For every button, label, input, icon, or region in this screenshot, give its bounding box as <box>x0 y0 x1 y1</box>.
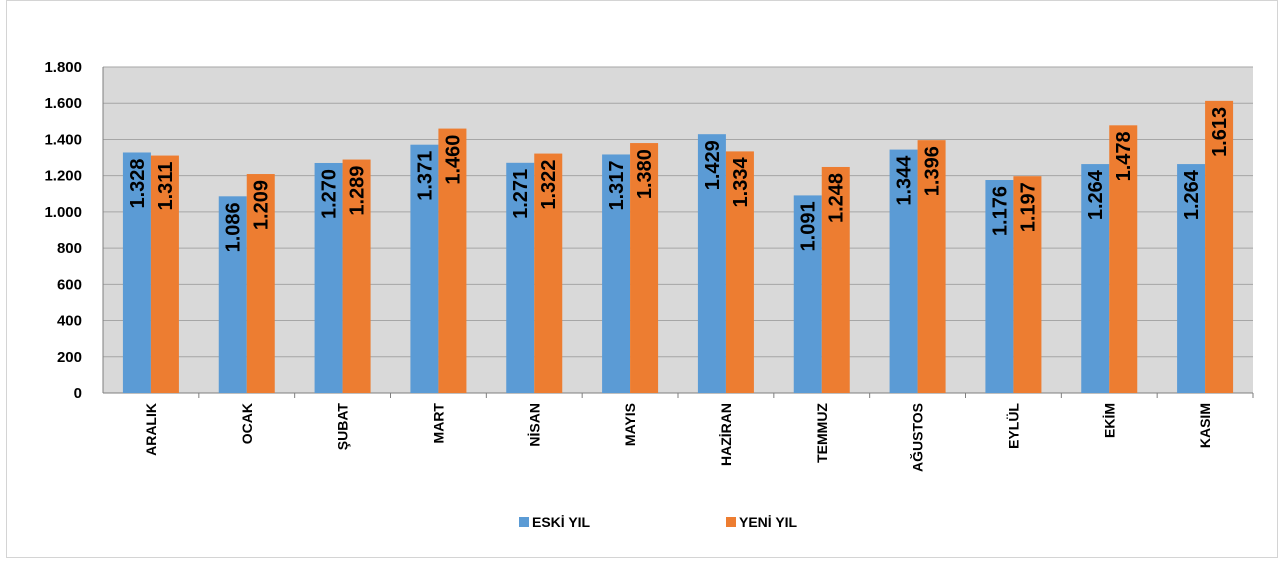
data-label: 1.086 <box>223 202 245 252</box>
bar-yeni-yil <box>917 140 946 393</box>
x-category-label: KASIM <box>1197 403 1213 448</box>
data-label: 1.248 <box>826 173 848 223</box>
legend-swatch <box>726 517 736 527</box>
x-category-label: TEMMUZ <box>814 403 830 463</box>
legend-swatch <box>519 517 529 527</box>
legend-label: ESKİ YIL <box>532 514 591 530</box>
x-category-label: EYLÜL <box>1005 403 1021 449</box>
bar-yeni-yil <box>725 151 754 393</box>
bar-yeni-yil <box>1205 100 1234 394</box>
x-category-label: ŞUBAT <box>335 403 351 451</box>
bar-yeni-yil <box>534 153 563 393</box>
x-category-label: OCAK <box>239 403 255 444</box>
data-label: 1.460 <box>442 135 464 185</box>
bars: 1.328 1.311 1.086 1.209 1.270 1.289 1.371 1.460… <box>122 100 1234 394</box>
bar-yeni-yil <box>630 143 659 393</box>
data-label: 1.613 <box>1209 107 1231 157</box>
data-label: 1.209 <box>251 180 273 230</box>
x-category-label: ARALIK <box>143 403 159 456</box>
bar-yeni-yil <box>1013 176 1042 393</box>
bar-eski-yil <box>1177 164 1206 393</box>
bar-yeni-yil <box>438 128 467 394</box>
legend: ESKİ YIL YENİ YIL <box>519 514 798 530</box>
y-tick-label: 1.200 <box>44 168 82 185</box>
y-tick-label: 0 <box>74 385 82 402</box>
y-tick-label: 1.800 <box>44 59 82 76</box>
data-label: 1.091 <box>798 201 820 251</box>
y-tick-label: 800 <box>57 240 82 257</box>
data-label: 1.322 <box>538 160 560 210</box>
y-tick-label: 200 <box>57 349 82 366</box>
x-category-label: AĞUSTOS <box>909 403 926 472</box>
bar-eski-yil <box>410 144 439 393</box>
data-label: 1.317 <box>606 160 628 210</box>
data-label: 1.264 <box>1085 169 1107 220</box>
data-label: 1.371 <box>414 151 436 201</box>
bar-yeni-yil <box>246 174 275 393</box>
bar-eski-yil <box>314 162 343 393</box>
y-tick-label: 400 <box>57 313 82 330</box>
bar-eski-yil <box>793 195 822 393</box>
data-label: 1.289 <box>347 166 369 216</box>
bar-eski-yil <box>506 162 535 393</box>
plot-area <box>103 67 1253 393</box>
bar-eski-yil <box>218 196 247 393</box>
x-category-label: NİSAN <box>526 403 542 447</box>
bar-yeni-yil <box>1109 125 1138 393</box>
bar-eski-yil <box>602 154 631 393</box>
data-label: 1.264 <box>1181 169 1203 220</box>
data-label: 1.176 <box>989 186 1011 236</box>
x-category-label: MART <box>430 403 446 444</box>
x-category-label: HAZİRAN <box>718 403 734 466</box>
legend-label: YENİ YIL <box>739 514 798 530</box>
data-label: 1.311 <box>155 162 177 211</box>
x-category-label: EKİM <box>1101 403 1117 438</box>
bar-eski-yil <box>889 149 918 393</box>
data-label: 1.271 <box>510 169 532 219</box>
data-label: 1.380 <box>634 149 656 199</box>
y-tick-label: 1.000 <box>44 204 82 221</box>
data-label: 1.270 <box>319 169 341 219</box>
data-label: 1.429 <box>702 140 724 190</box>
bar-eski-yil <box>697 134 726 394</box>
data-label: 1.396 <box>922 146 944 196</box>
y-tick-label: 1.600 <box>44 95 82 112</box>
y-tick-label: 600 <box>57 276 82 293</box>
bar-eski-yil <box>1081 164 1110 393</box>
data-label: 1.478 <box>1113 131 1135 181</box>
bar-yeni-yil <box>821 166 850 393</box>
data-label: 1.328 <box>127 158 149 208</box>
x-category-label: MAYIS <box>622 403 638 446</box>
bar-eski-yil <box>122 152 151 393</box>
bar-yeni-yil <box>150 155 179 393</box>
gridlines <box>103 66 1253 358</box>
bar-eski-yil <box>985 180 1014 393</box>
data-label: 1.334 <box>730 157 752 208</box>
data-label: 1.344 <box>894 155 916 206</box>
x-axis: ARALIK OCAK ŞUBAT MART NİSAN MAYIS HAZİRAN TEMM… <box>143 393 1254 472</box>
bar-yeni-yil <box>342 159 371 393</box>
data-label: 1.197 <box>1017 182 1039 232</box>
y-tick-label: 1.400 <box>44 131 82 148</box>
